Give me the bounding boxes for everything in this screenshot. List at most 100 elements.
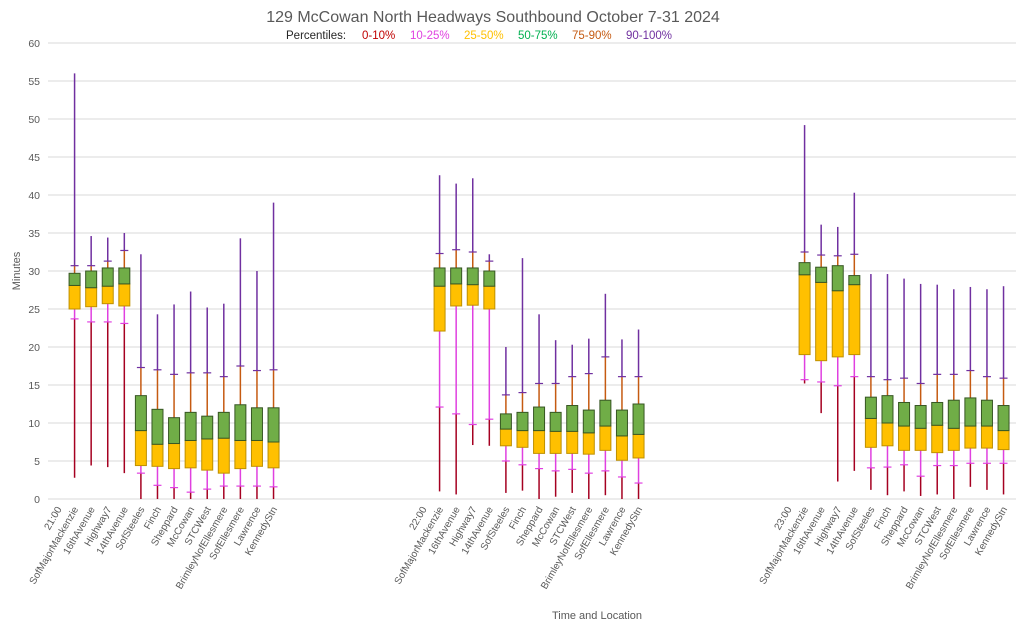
box-50-75 (134, 395, 147, 432)
box-BrimleyNofEllesmere (582, 338, 595, 499)
box-STCWest (201, 307, 214, 499)
box-50-75 (881, 395, 894, 424)
box-SofSteeles (134, 254, 147, 499)
box-Lawrence (980, 289, 993, 490)
box-25-50 (798, 274, 811, 356)
box-25-50 (118, 283, 131, 307)
box-25-50 (533, 430, 546, 454)
legend-item: 75-90% (572, 30, 612, 42)
legend-item: 90-100% (626, 30, 672, 42)
box-14thAvenue (483, 254, 496, 446)
box-SofSteeles (499, 347, 512, 493)
box-50-75 (798, 262, 811, 276)
box-50-75 (864, 396, 877, 419)
box-25-50 (134, 430, 147, 467)
box-25-50 (864, 417, 877, 448)
box-SofSteeles (864, 274, 877, 490)
box-50-75 (931, 401, 944, 426)
box-25-50 (549, 430, 562, 454)
box-25-50 (516, 430, 529, 448)
box-25-50 (168, 443, 181, 470)
box-50-75 (980, 399, 993, 427)
y-tick-label: 15 (28, 380, 40, 392)
box-25-50 (217, 437, 230, 474)
box-16thAvenue (450, 183, 463, 495)
box-25-50 (433, 285, 446, 332)
box-25-50 (101, 285, 114, 305)
box-50-75 (549, 411, 562, 432)
y-axis-title: Minutes (11, 251, 23, 290)
box-25-50 (151, 443, 164, 467)
box-50-75 (151, 408, 164, 445)
box-25-50 (85, 287, 98, 308)
box-16thAvenue (815, 224, 828, 414)
box-25-50 (499, 428, 512, 447)
y-tick-label: 55 (28, 76, 40, 88)
box-25-50 (947, 427, 960, 451)
box-25-50 (599, 425, 612, 451)
box-Lawrence (615, 339, 628, 499)
y-tick-label: 35 (28, 228, 40, 240)
box-BrimleyNofEllesmere (947, 289, 960, 499)
box-50-75 (450, 267, 463, 285)
box-25-50 (582, 432, 595, 455)
box-Sheppard (898, 278, 911, 492)
legend-item: 10-25% (410, 30, 450, 42)
box-50-75 (632, 403, 645, 435)
box-STCWest (931, 284, 944, 495)
box-25-50 (184, 439, 197, 469)
box-McCowan (549, 340, 562, 497)
box-50-75 (997, 405, 1010, 432)
box-Finch (516, 258, 529, 491)
box-25-50 (831, 290, 844, 358)
legend-label: Percentiles: (286, 30, 346, 42)
legend-item: 25-50% (464, 30, 504, 42)
box-25-50 (566, 430, 579, 454)
box-25-50 (815, 281, 828, 362)
y-tick-label: 20 (28, 342, 40, 354)
y-tick-label: 60 (28, 38, 40, 50)
box-Highway7 (101, 237, 114, 468)
box-50-75 (831, 265, 844, 292)
box-50-75 (599, 399, 612, 427)
box-SofMajorMackenzie (68, 73, 81, 478)
box-25-50 (615, 435, 628, 461)
box-Sheppard (533, 314, 546, 499)
y-tick-label: 50 (28, 114, 40, 126)
y-tick-label: 10 (28, 418, 40, 430)
box-SofMajorMackenzie (433, 175, 446, 492)
box-50-75 (898, 401, 911, 427)
box-25-50 (848, 284, 861, 356)
y-axis-ticks: 0 5 10 15 20 25 30 35 40 45 50 55 60 (28, 38, 40, 506)
box-STCWest (566, 344, 579, 493)
box-25-50 (997, 430, 1010, 451)
box-50-75 (466, 267, 479, 286)
legend-item: 50-75% (518, 30, 558, 42)
box-25-50 (466, 284, 479, 306)
box-Lawrence (250, 271, 263, 499)
box-25-50 (914, 427, 927, 451)
box-Highway7 (466, 178, 479, 446)
box-50-75 (433, 267, 446, 287)
box-50-75 (101, 267, 114, 287)
y-tick-label: 40 (28, 190, 40, 202)
box-25-50 (483, 285, 496, 310)
y-tick-label: 45 (28, 152, 40, 164)
y-tick-label: 0 (34, 494, 40, 506)
y-tick-label: 25 (28, 304, 40, 316)
box-KennedyStn (267, 202, 280, 499)
box-25-50 (931, 424, 944, 454)
box-50-75 (848, 275, 861, 286)
box-25-50 (980, 425, 993, 449)
box-50-75 (118, 267, 131, 285)
chart-title: 129 McCowan North Headways Southbound Oc… (266, 9, 720, 26)
box-McCowan (184, 291, 197, 499)
box-SofEllesmere (234, 238, 247, 499)
box-50-75 (234, 404, 247, 441)
box-16thAvenue (85, 236, 98, 466)
box-25-50 (632, 433, 645, 459)
box-25-50 (250, 439, 263, 467)
box-25-50 (898, 425, 911, 451)
box-50-75 (615, 409, 628, 437)
